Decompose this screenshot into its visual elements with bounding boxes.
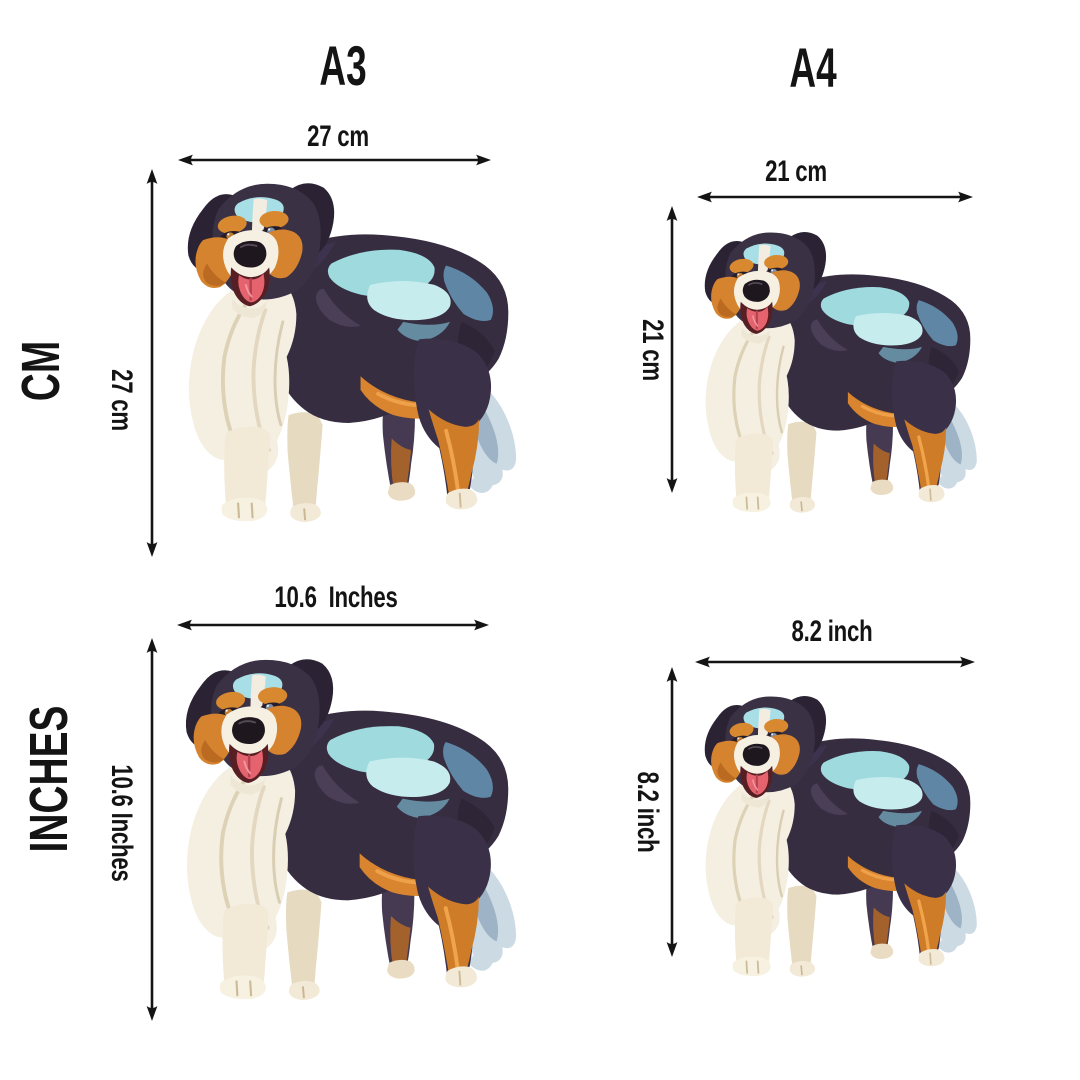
height-dimension-arrow — [666, 206, 678, 493]
row-label-cm: CM — [11, 340, 71, 402]
width-label: 21 cm — [765, 155, 827, 188]
width-dimension-arrow — [178, 154, 491, 166]
height-label: 27 cm — [105, 369, 138, 431]
row-label-inches: INCHES — [19, 705, 79, 853]
width-label: 8.2 inch — [791, 615, 873, 648]
australian-shepherd-illustration — [690, 226, 980, 516]
height-dimension-arrow — [666, 667, 678, 957]
australian-shepherd-illustration — [168, 652, 520, 1004]
height-label: 10.6 Inches — [105, 764, 138, 882]
width-label: 27 cm — [307, 120, 369, 153]
width-label: 10.6 Inches — [274, 581, 398, 614]
height-dimension-arrow — [146, 169, 158, 557]
width-dimension-arrow — [697, 191, 973, 203]
australian-shepherd-illustration — [170, 176, 520, 526]
height-dimension-arrow — [146, 638, 158, 1021]
height-label: 21 cm — [636, 319, 669, 381]
column-header-a4: A4 — [789, 36, 837, 99]
width-dimension-arrow — [177, 619, 489, 631]
height-label: 8.2 inch — [631, 771, 664, 853]
width-dimension-arrow — [695, 656, 975, 668]
australian-shepherd-illustration — [690, 690, 980, 980]
column-header-a3: A3 — [319, 34, 367, 97]
